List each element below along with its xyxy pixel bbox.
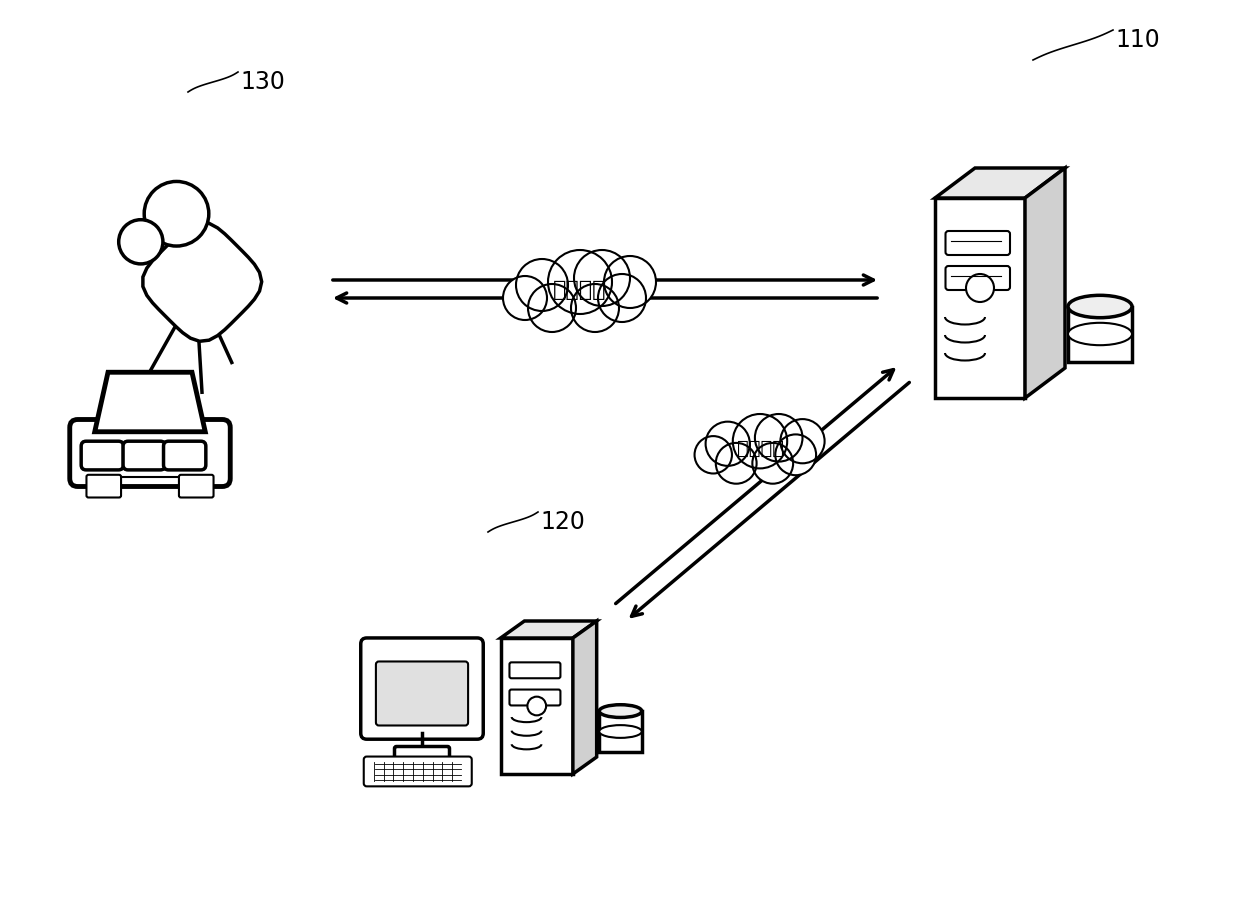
Polygon shape	[935, 198, 1025, 398]
Circle shape	[516, 259, 568, 311]
Polygon shape	[1068, 307, 1132, 361]
Circle shape	[966, 274, 994, 302]
Circle shape	[715, 443, 756, 484]
Polygon shape	[573, 621, 596, 774]
Polygon shape	[599, 711, 642, 752]
FancyBboxPatch shape	[69, 419, 231, 487]
Text: 110: 110	[1115, 28, 1159, 52]
FancyBboxPatch shape	[81, 441, 124, 470]
Circle shape	[528, 284, 577, 332]
Circle shape	[706, 421, 750, 466]
Polygon shape	[935, 168, 1065, 198]
FancyBboxPatch shape	[363, 756, 471, 786]
Circle shape	[144, 182, 208, 246]
Ellipse shape	[1068, 295, 1132, 318]
Circle shape	[694, 436, 732, 473]
Circle shape	[527, 696, 546, 716]
Circle shape	[598, 274, 646, 322]
Circle shape	[780, 419, 825, 463]
Polygon shape	[1025, 168, 1065, 398]
Circle shape	[503, 276, 547, 320]
Text: 130: 130	[241, 70, 285, 94]
Ellipse shape	[599, 705, 642, 717]
FancyBboxPatch shape	[945, 266, 1011, 290]
FancyBboxPatch shape	[164, 441, 206, 470]
Polygon shape	[501, 638, 573, 774]
FancyBboxPatch shape	[394, 746, 449, 761]
FancyBboxPatch shape	[179, 475, 213, 498]
Polygon shape	[94, 372, 206, 431]
Text: 网络连接: 网络连接	[737, 439, 784, 458]
Circle shape	[755, 414, 802, 461]
FancyBboxPatch shape	[510, 662, 560, 678]
Ellipse shape	[1068, 323, 1132, 345]
Polygon shape	[501, 621, 596, 638]
Circle shape	[604, 256, 656, 308]
Circle shape	[733, 414, 787, 469]
FancyBboxPatch shape	[376, 661, 467, 725]
Text: 网络连接: 网络连接	[553, 280, 606, 300]
FancyBboxPatch shape	[510, 689, 560, 706]
Circle shape	[570, 284, 619, 332]
FancyBboxPatch shape	[945, 231, 1011, 255]
Ellipse shape	[599, 725, 642, 738]
FancyBboxPatch shape	[361, 638, 484, 739]
Circle shape	[753, 443, 794, 484]
Circle shape	[574, 250, 630, 306]
FancyBboxPatch shape	[123, 441, 165, 470]
Circle shape	[548, 250, 613, 314]
Polygon shape	[143, 222, 262, 341]
Circle shape	[775, 434, 816, 475]
Text: 120: 120	[539, 510, 585, 534]
FancyBboxPatch shape	[87, 475, 122, 498]
Circle shape	[119, 220, 162, 264]
